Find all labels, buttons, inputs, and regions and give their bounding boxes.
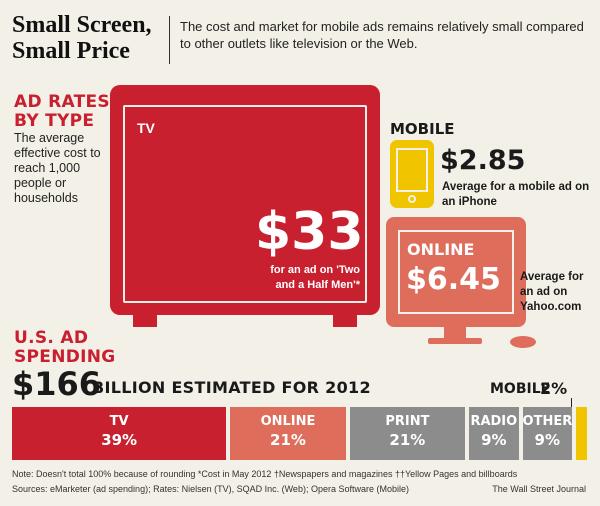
bar-label: RADIO: [470, 414, 518, 429]
spending-heading-line2: SPENDING: [14, 347, 116, 367]
mobile-label: MOBILE: [390, 120, 455, 138]
spending-share-bar: TV 39% ONLINE 21% PRINT 21% RADIO 9% OTHER 9%: [12, 407, 587, 460]
bar-online: ONLINE 21%: [230, 407, 346, 460]
bar-value-label: 9%: [481, 431, 507, 449]
phone-screen-outline: [396, 148, 428, 192]
monitor-stand-base: [428, 338, 482, 344]
bar-value-label: 21%: [270, 431, 306, 449]
online-price: $6.45: [406, 262, 501, 297]
bar-value-label: 21%: [389, 431, 426, 449]
phone-home-button: [408, 195, 416, 203]
monitor-icon: [386, 217, 526, 327]
bar-label: TV: [109, 414, 129, 429]
tv-screen-outline: [123, 105, 367, 303]
spending-heading: U.S. AD SPENDING: [14, 329, 116, 367]
monitor-stand-neck: [444, 327, 466, 339]
bar-label: OTHER: [522, 414, 572, 429]
spending-heading-line1: U.S. AD: [14, 328, 89, 348]
page-subtitle: The cost and market for mobile ads remai…: [180, 19, 584, 51]
page-title: Small Screen, Small Price: [12, 12, 152, 64]
monitor-screen-outline: [398, 230, 514, 314]
mobile-share-value: 2%: [540, 379, 568, 398]
tv-icon: [110, 85, 380, 315]
spending-total: $166: [12, 365, 102, 403]
mobile-note: Average for a mobile ad on an iPhone: [442, 181, 590, 208]
tv-foot-right: [333, 315, 357, 327]
title-divider: [169, 16, 170, 64]
tv-label: TV: [137, 120, 155, 136]
bar-tv: TV 39%: [12, 407, 227, 460]
mobile-price: $2.85: [440, 145, 526, 176]
spending-total-suffix: BILLION ESTIMATED FOR 2012: [92, 378, 371, 397]
bar-print: PRINT 21%: [349, 407, 466, 460]
ad-rates-heading-line1: AD RATES: [14, 92, 110, 112]
bar-radio: RADIO 9%: [469, 407, 519, 460]
mobile-share-connector: [571, 398, 572, 408]
online-label: ONLINE: [407, 240, 475, 259]
bar-other: OTHER 9%: [522, 407, 572, 460]
bar-value-label: 9%: [534, 431, 560, 449]
ad-rates-description: The average effective cost to reach 1,00…: [14, 131, 101, 205]
source-credit: The Wall Street Journal: [492, 484, 586, 494]
ad-rates-heading-line2: BY TYPE: [14, 111, 95, 131]
tv-foot-left: [133, 315, 157, 327]
mouse-icon: [510, 336, 536, 348]
mobile-share-label: MOBILE: [490, 381, 551, 397]
footnote-sources: Sources: eMarketer (ad spending); Rates:…: [12, 484, 409, 494]
bar-value-label: 39%: [101, 431, 138, 449]
tv-price: $33: [255, 202, 364, 262]
ad-rates-heading: AD RATES BY TYPE: [14, 93, 110, 131]
bar-mobile: [576, 407, 587, 460]
bar-label: PRINT: [385, 414, 430, 429]
online-note: Average for an ad on Yahoo.com: [520, 271, 584, 313]
bar-label: ONLINE: [260, 414, 316, 429]
tv-note: for an ad on 'Two and a Half Men'*: [270, 264, 360, 291]
footnote-note: Note: Doesn't total 100% because of roun…: [12, 469, 518, 479]
